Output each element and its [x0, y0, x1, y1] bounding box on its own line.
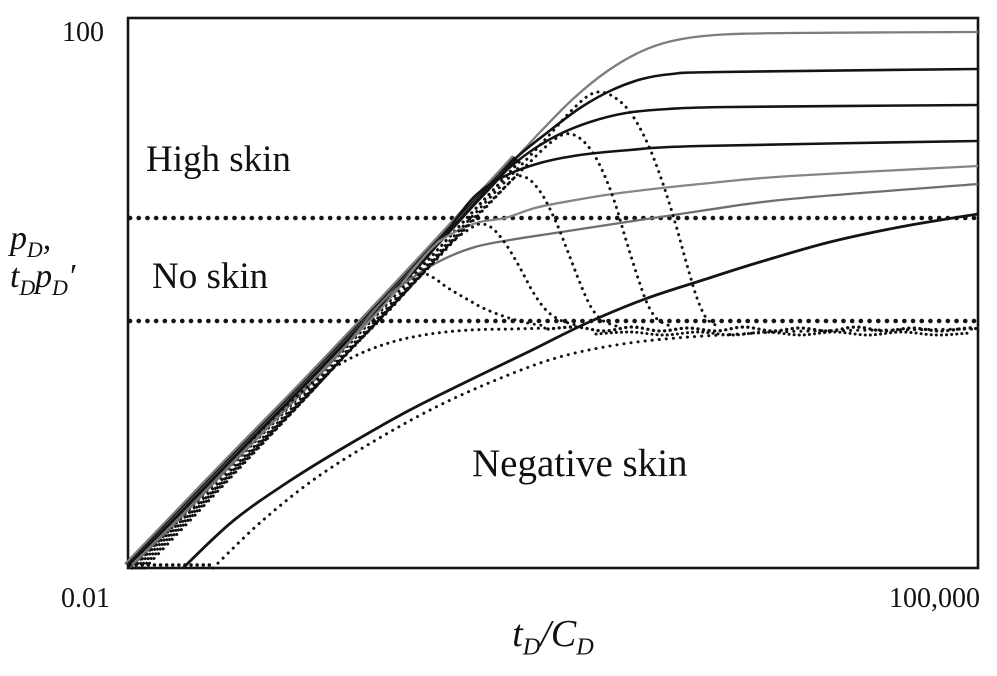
derivative-stabilization-band-2	[594, 330, 972, 337]
negative-skin-label: Negative skin	[472, 442, 688, 485]
x-axis-tick-max: 100,000	[889, 583, 980, 614]
high-skin-label: High skin	[146, 139, 291, 180]
y-axis-tick-100: 100	[62, 17, 104, 48]
pD-curve-6-no-skin	[130, 182, 979, 568]
pD-curve-7-negative-skin	[182, 212, 979, 570]
x-axis-tick-min: 0.01	[61, 583, 110, 614]
pD-curve-5	[129, 164, 979, 568]
y-axis-label-line2: tDpD′	[10, 258, 76, 300]
derivative-6-no-skin	[248, 326, 550, 444]
derivative-7-negative-skin	[211, 327, 980, 570]
no-skin-label: No skin	[152, 256, 269, 297]
x-axis-label: tD/CD	[512, 613, 594, 661]
derivative-2-high-skin	[134, 132, 672, 570]
y-axis-label: pD, tDpD′	[10, 220, 76, 300]
derivative-5-low-skin	[143, 272, 547, 570]
derivative-4-moderate-skin	[140, 222, 578, 570]
derivative-1-high-skin	[131, 90, 722, 570]
pD-curve-4	[128, 139, 979, 568]
plot-border	[126, 16, 980, 570]
y-axis-label-line1: pD,	[10, 220, 52, 262]
derivative-3-high-skin	[137, 174, 618, 570]
derivative-stabilization-band	[546, 325, 980, 333]
curves-layer	[124, 30, 980, 570]
